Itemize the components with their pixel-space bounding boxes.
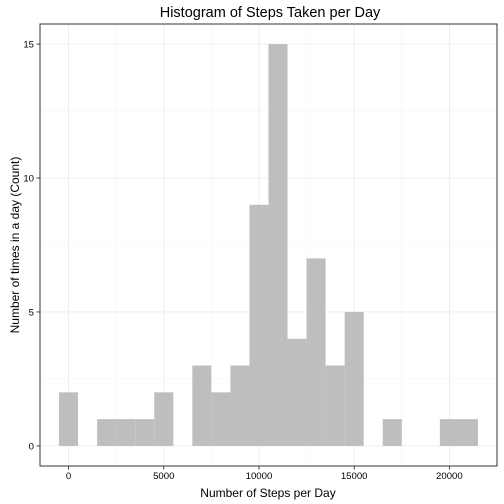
histogram-bar [344,311,364,446]
histogram-bar [268,44,288,446]
histogram-bar [154,392,174,446]
x-tick-label: 15000 [341,471,368,482]
histogram-bar [325,365,345,446]
x-tick-labels: 0 5000 10000 15000 20000 [66,471,463,482]
histogram-bar [382,419,402,446]
y-tick-label: 10 [23,173,34,184]
y-tick-label: 15 [23,39,34,50]
chart-title: Histogram of Steps Taken per Day [160,5,381,21]
histogram-bar [59,392,79,446]
x-tick-label: 20000 [436,471,463,482]
histogram-bar [97,419,117,446]
y-axis-label: Number of times in a day (Count) [8,157,22,334]
histogram-bar [306,258,326,446]
y-tick-label: 0 [29,441,34,452]
x-tick-label: 5000 [153,471,174,482]
histogram-bar [439,419,459,446]
histogram-bar [211,392,231,446]
axis-ticks [36,43,450,470]
plot-panel-border [39,23,498,467]
histogram-bar [135,419,155,446]
histogram-bar [192,365,212,446]
x-tick-label: 0 [66,471,71,482]
x-axis-label: Number of Steps per Day [200,486,335,500]
x-tick-label: 10000 [246,471,273,482]
bars [59,44,478,446]
histogram-bar [230,365,250,446]
histogram-bar [249,204,269,446]
y-tick-label: 5 [29,307,34,318]
histogram-bar [458,419,478,446]
histogram-bar [287,338,307,446]
y-tick-labels: 0 5 10 15 [23,39,34,452]
histogram-bar [116,419,136,446]
